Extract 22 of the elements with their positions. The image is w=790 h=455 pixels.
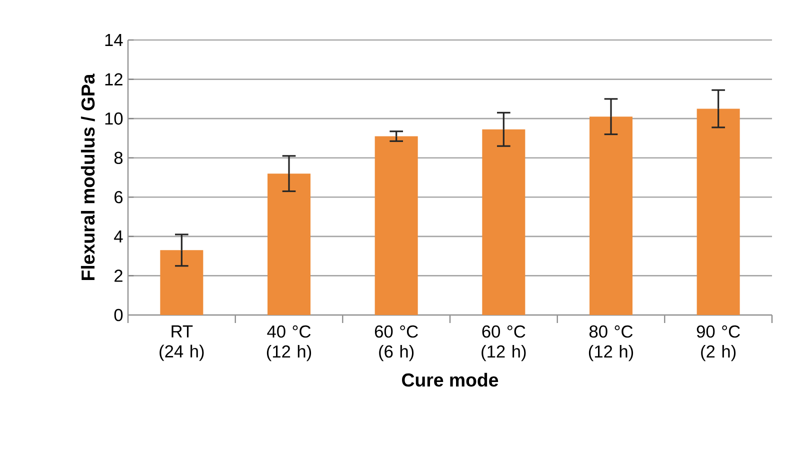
x-tick-label: 40 °C (12 h) <box>266 325 312 362</box>
y-tick-label: 0 <box>114 308 123 322</box>
x-axis-title: Cure mode <box>402 372 498 387</box>
bar <box>482 129 526 315</box>
x-tick-label: 60 °C (12 h) <box>482 325 526 362</box>
y-tick-label: 2 <box>114 270 122 282</box>
x-tick-label: 90 °C (2 h) <box>696 325 740 362</box>
bar <box>590 116 632 315</box>
y-tick-label: 6 <box>114 191 123 204</box>
y-tick-label: 4 <box>114 230 123 242</box>
bar <box>268 174 311 315</box>
bar <box>696 108 740 315</box>
x-tick-label: 80 °C (12 h) <box>588 325 634 362</box>
y-tick-label: 12 <box>105 73 122 86</box>
x-tick-label: RT (24 h) <box>160 325 204 361</box>
y-axis-title: Flexural modulus / GPa <box>80 74 95 280</box>
y-tick-label: 10 <box>105 112 123 125</box>
y-tick-label: 14 <box>105 34 123 46</box>
y-tick-label: 8 <box>114 152 123 164</box>
x-tick-label: 60 °C (6 h) <box>374 325 418 362</box>
bar <box>160 250 204 315</box>
bar <box>374 136 418 315</box>
